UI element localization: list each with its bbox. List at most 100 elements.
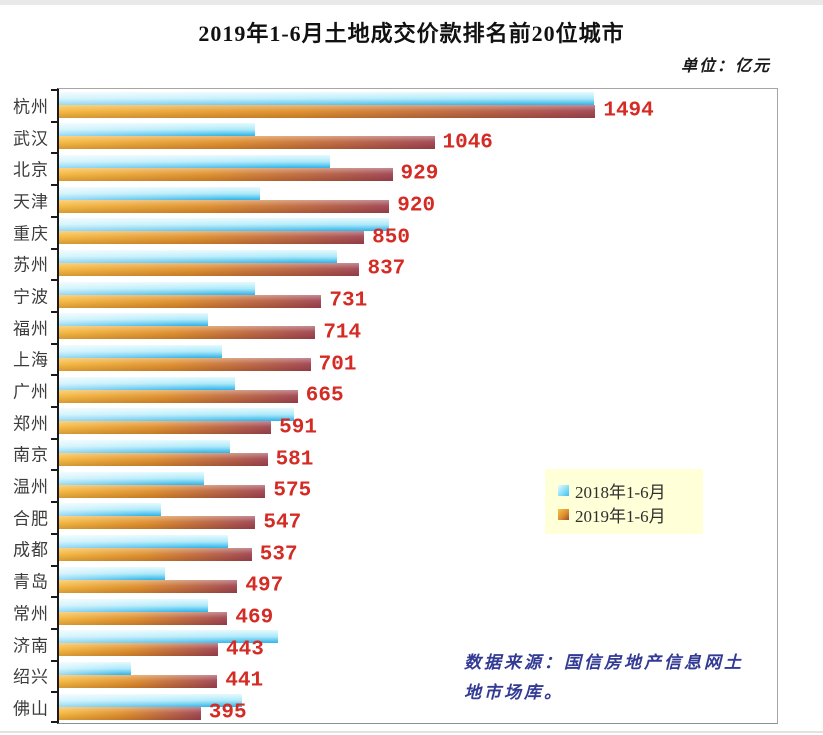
axis-tick	[51, 310, 57, 313]
value-label: 547	[263, 511, 302, 535]
category-label: 北京	[13, 160, 49, 180]
axis-tick	[51, 596, 57, 599]
bar-2019	[59, 579, 238, 593]
axis-tick	[51, 184, 57, 187]
chart-row-常州: 常州 469	[13, 596, 777, 629]
value-label: 714	[323, 321, 362, 345]
value-label: 929	[400, 162, 439, 186]
value-label: 469	[235, 606, 274, 630]
axis-tick	[51, 659, 57, 662]
chart-row-天津: 天津 920	[13, 184, 777, 217]
chart-row-宁波: 宁波 731	[13, 279, 777, 313]
bar-2019	[59, 611, 228, 625]
axis-tick	[51, 374, 57, 377]
bar-2018	[59, 218, 390, 232]
legend-swatch-2018-icon	[558, 484, 569, 496]
value-label: 665	[305, 384, 344, 408]
chart-row-青岛: 青岛 497	[13, 564, 777, 597]
legend-label-2018: 2018年1-6月	[575, 482, 666, 502]
bar-2018	[59, 376, 235, 390]
category-label: 温州	[13, 477, 49, 497]
value-label: 575	[273, 479, 312, 503]
axis-tick	[51, 406, 57, 408]
category-label: 武汉	[13, 129, 49, 149]
bar-2019	[59, 484, 266, 498]
chart-row-济南: 济南 443	[13, 628, 777, 662]
value-label: 537	[259, 543, 298, 567]
bar-2019	[59, 262, 360, 276]
category-label: 重庆	[13, 224, 49, 244]
bar-2018	[59, 503, 162, 517]
category-label: 郑州	[13, 414, 49, 434]
chart-title: 2019年1-6月土地成交价款排名前20位城市	[198, 21, 625, 46]
legend-item-2018: 2018年1-6月	[558, 478, 693, 502]
category-label: 广州	[13, 382, 49, 402]
legend-label-2019: 2019年1-6月	[575, 506, 666, 526]
value-label: 395	[208, 701, 247, 725]
axis-tick	[51, 532, 57, 535]
bar-2019-line: 441	[59, 671, 777, 692]
chart-row-合肥: 合肥 547	[13, 501, 777, 535]
bar-2018	[59, 154, 331, 168]
category-label: 南京	[13, 445, 49, 465]
category-label: 成都	[13, 540, 49, 560]
source-note-line2: 地市场库。	[464, 683, 564, 702]
value-label: 731	[329, 289, 368, 313]
page-bottom-edge	[0, 731, 823, 733]
bar-2018	[59, 661, 131, 675]
source-note: 数据来源：国信房地产信息网土 地市场库。	[464, 648, 774, 708]
bar-2019-line: 591	[59, 417, 777, 438]
bar-2019-line: 850	[59, 227, 777, 248]
category-label: 济南	[13, 636, 49, 656]
chart-row-重庆: 重庆 850	[13, 216, 777, 248]
source-note-line1: 数据来源：国信房地产信息网土	[464, 653, 744, 672]
chart-row-北京: 北京 929	[13, 152, 777, 186]
bar-2019	[59, 199, 390, 213]
bar-2019	[59, 516, 256, 530]
bar-2018	[59, 598, 208, 612]
chart-row-武汉: 武汉 1046	[13, 121, 777, 155]
chart-row-南京: 南京 581	[13, 438, 777, 470]
category-label: 合肥	[13, 509, 49, 529]
bar-2019-line: 581	[59, 449, 777, 470]
bar-2018	[59, 123, 255, 137]
bar-2018	[59, 630, 278, 644]
axis-tick	[51, 501, 57, 504]
bar-2019-line: 701	[59, 354, 777, 375]
bar-2019	[59, 104, 596, 118]
bar-2019-line: 469	[59, 608, 777, 629]
category-label: 天津	[13, 192, 49, 212]
chart-row-福州: 福州 714	[13, 311, 777, 345]
category-label: 苏州	[13, 255, 49, 275]
axis-tick	[51, 215, 57, 218]
value-label: 1046	[442, 131, 493, 155]
bar-2019	[59, 453, 268, 467]
bar-2018	[59, 313, 208, 327]
chart-row-杭州: 杭州 1494	[13, 89, 777, 122]
value-label: 701	[318, 353, 357, 376]
chart-row-成都: 成都 537	[13, 533, 777, 567]
bar-2019-line: 837	[59, 259, 777, 280]
value-label: 443	[226, 638, 264, 662]
bar-2019-line: 1494	[59, 101, 777, 122]
axis-tick	[51, 437, 57, 440]
bar-2018	[59, 440, 230, 454]
bar-2018	[59, 471, 205, 485]
axis-tick	[51, 721, 57, 723]
axis-tick	[51, 120, 57, 123]
bar-2018	[59, 693, 243, 707]
axis-tick	[51, 89, 57, 91]
bar-2019	[59, 421, 272, 435]
bar-2019-line: 575	[59, 481, 777, 502]
category-label: 上海	[13, 350, 49, 370]
axis-tick	[51, 279, 57, 282]
value-label: 591	[279, 416, 317, 440]
axis-tick	[51, 247, 57, 250]
category-label: 青岛	[13, 572, 49, 592]
bar-2019-line: 665	[59, 386, 777, 407]
bar-2018	[59, 281, 255, 295]
axis-tick	[51, 342, 57, 345]
bar-2018	[59, 345, 223, 358]
legend-item-2019: 2019年1-6月	[558, 502, 693, 526]
chart-row-广州: 广州 665	[13, 374, 777, 407]
